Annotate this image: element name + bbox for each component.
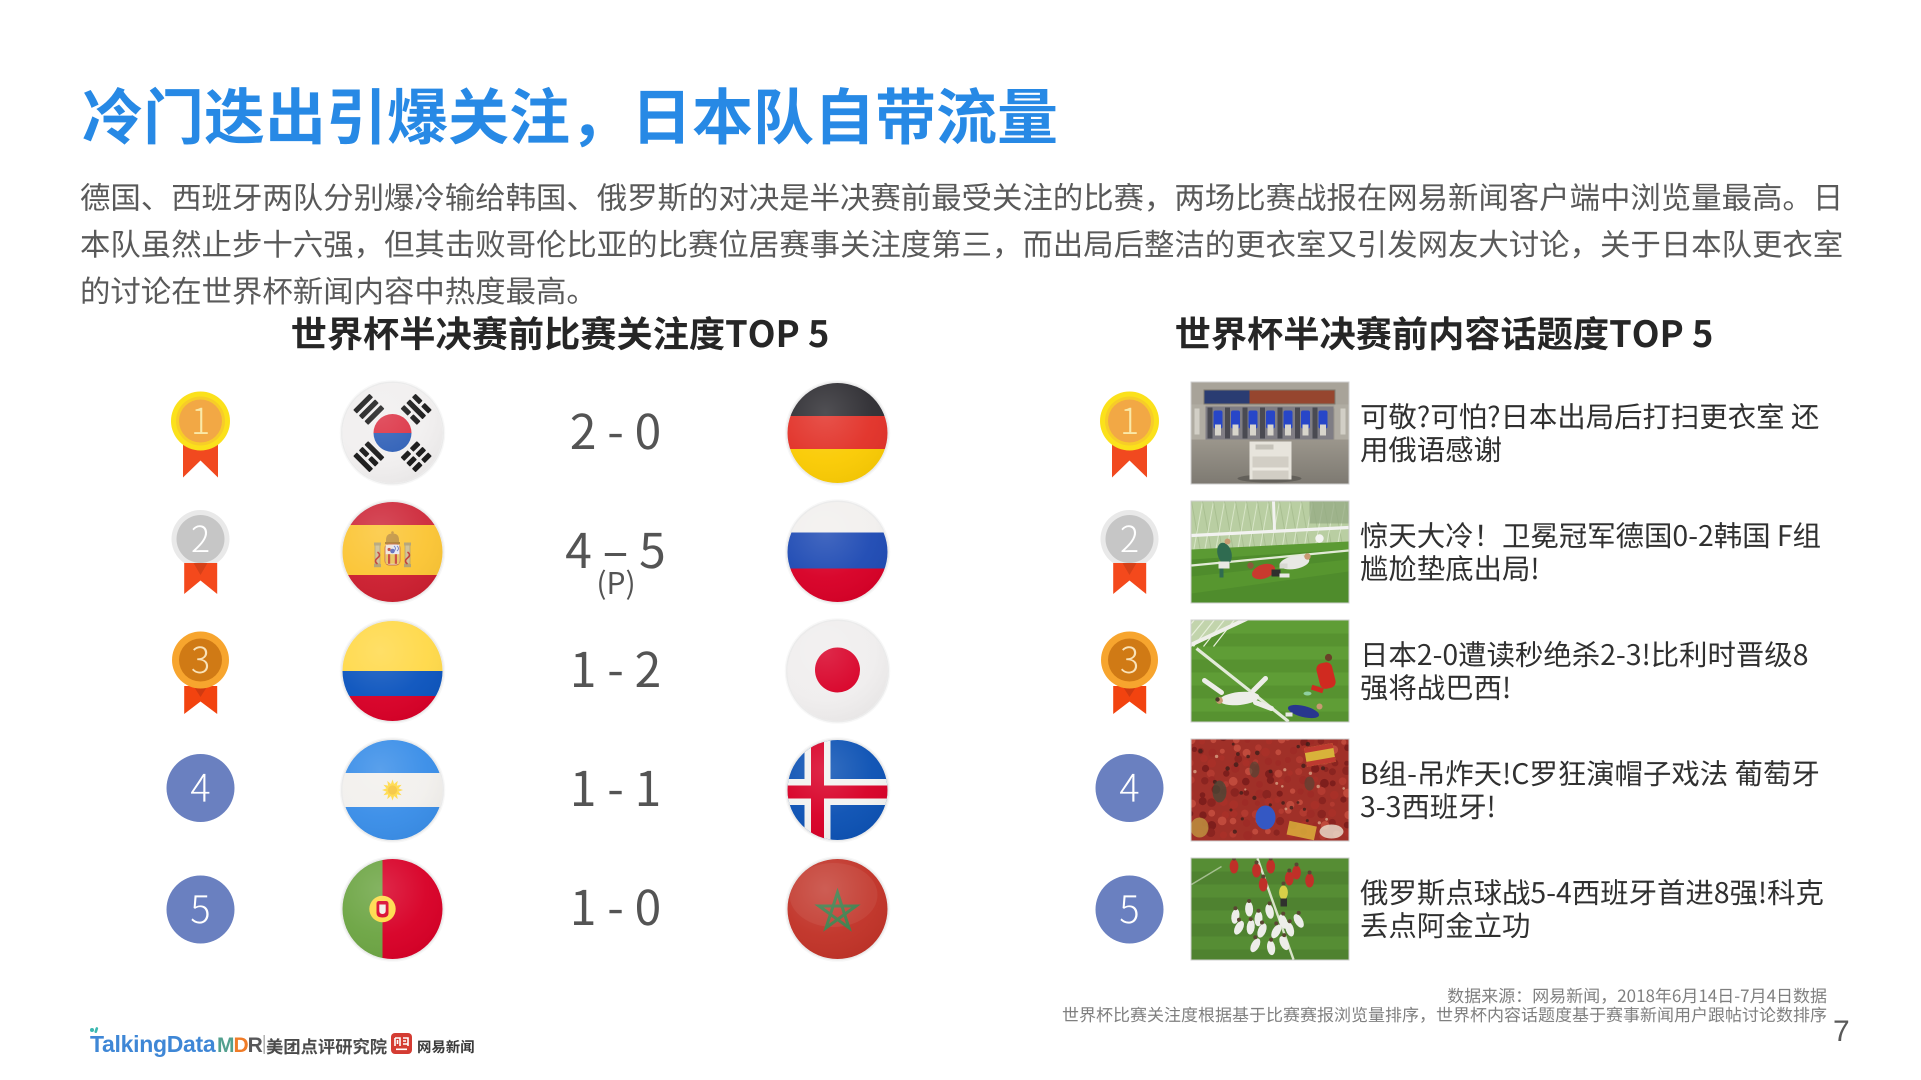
svg-text:MDR: MDR bbox=[217, 1034, 263, 1057]
svg-text:TalkingData: TalkingData bbox=[90, 1031, 216, 1057]
svg-text:7: 7 bbox=[1833, 1015, 1850, 1048]
